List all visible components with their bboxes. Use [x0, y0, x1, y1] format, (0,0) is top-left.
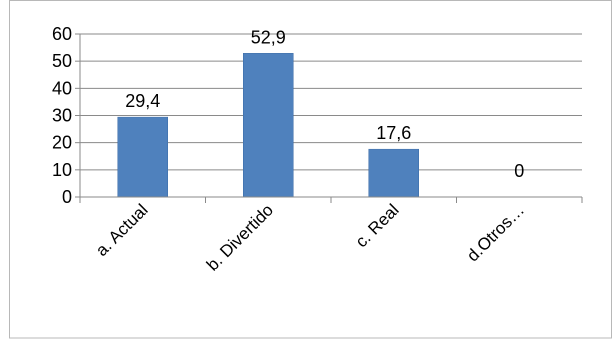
axes — [75, 33, 583, 203]
y-tick-label: 30 — [52, 106, 72, 126]
y-tick-label: 0 — [62, 187, 72, 207]
data-label: 29,4 — [125, 91, 160, 111]
bar — [243, 53, 294, 198]
y-tick-label: 60 — [52, 24, 72, 44]
bars — [117, 53, 419, 198]
y-tick-label: 20 — [52, 133, 72, 153]
y-tick-label: 40 — [52, 78, 72, 98]
y-tick-label: 50 — [52, 51, 72, 71]
y-tick-label: 10 — [52, 160, 72, 180]
data-label: 17,6 — [376, 123, 411, 143]
data-label: 0 — [514, 161, 524, 181]
bar — [117, 116, 168, 198]
data-label: 52,9 — [251, 27, 286, 47]
bar — [368, 148, 419, 198]
chart-border — [9, 0, 612, 339]
